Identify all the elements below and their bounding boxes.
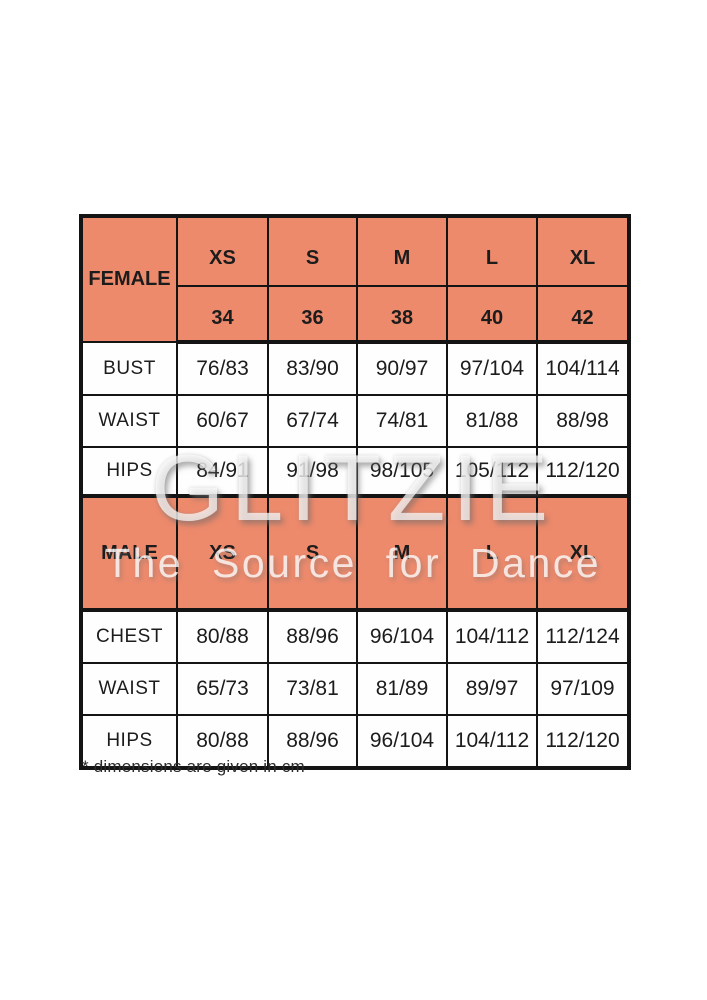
male-size-xs: XS [176,494,269,612]
female-bust-m: 90/97 [356,341,448,396]
female-hips-row: HIPS 84/91 91/98 98/105 105/112 112/120 [80,446,630,497]
male-size-xl: XL [536,494,630,612]
female-waist-xl: 88/98 [536,394,630,448]
male-hips-m: 96/104 [356,714,448,769]
female-bust-label: BUST [80,341,178,396]
female-waist-s: 67/74 [267,394,358,448]
female-waist-l: 81/88 [446,394,538,448]
male-hips-row: HIPS 80/88 88/96 96/104 104/112 112/120 [80,714,630,769]
female-hips-m: 98/105 [356,446,448,497]
dimensions-footnote: * dimensions are given in cm [82,757,305,776]
male-chest-s: 88/96 [267,609,358,664]
female-bust-xl: 104/114 [536,341,630,396]
male-waist-label: WAIST [80,662,178,716]
female-waist-row: WAIST 60/67 67/74 74/81 81/88 88/98 [80,394,630,448]
male-chest-xl: 112/124 [536,609,630,664]
female-size-m: M [356,215,448,287]
male-section-label: MALE [80,494,178,612]
male-chest-xs: 80/88 [176,609,269,664]
male-header-row: MALE XS S M L XL [80,494,630,612]
male-size-s: S [267,494,358,612]
male-size-m: M [356,494,448,612]
female-bust-xs: 76/83 [176,341,269,396]
female-waist-m: 74/81 [356,394,448,448]
female-section-label: FEMALE [80,215,178,343]
female-number-34: 34 [176,285,269,344]
female-bust-s: 83/90 [267,341,358,396]
male-waist-l: 89/97 [446,662,538,716]
female-hips-label: HIPS [80,446,178,497]
female-size-xs: XS [176,215,269,287]
female-size-letters-row: FEMALE XS S M L XL [80,215,630,343]
female-number-36: 36 [267,285,358,344]
male-chest-label: CHEST [80,609,178,664]
female-hips-xl: 112/120 [536,446,630,497]
female-size-l: L [446,215,538,287]
female-bust-row: BUST 76/83 83/90 90/97 97/104 104/114 [80,341,630,396]
female-number-42: 42 [536,285,630,344]
male-chest-m: 96/104 [356,609,448,664]
male-waist-row: WAIST 65/73 73/81 81/89 89/97 97/109 [80,662,630,716]
male-chest-l: 104/112 [446,609,538,664]
male-hips-xs: 80/88 [176,714,269,769]
female-number-40: 40 [446,285,538,344]
female-size-s: S [267,215,358,287]
female-size-xl: XL [536,215,630,287]
female-waist-xs: 60/67 [176,394,269,448]
male-waist-m: 81/89 [356,662,448,716]
male-hips-label: HIPS [80,714,178,769]
female-waist-label: WAIST [80,394,178,448]
male-waist-s: 73/81 [267,662,358,716]
size-chart: FEMALE XS S M L XL 34 36 38 40 42 BUST 7… [79,214,631,770]
male-hips-l: 104/112 [446,714,538,769]
female-hips-xs: 84/91 [176,446,269,497]
female-number-38: 38 [356,285,448,344]
female-size-numbers-row: 34 36 38 40 42 [81,285,630,344]
male-waist-xl: 97/109 [536,662,630,716]
male-chest-row: CHEST 80/88 88/96 96/104 104/112 112/124 [80,609,630,664]
male-hips-xl: 112/120 [536,714,630,769]
female-hips-l: 105/112 [446,446,538,497]
female-bust-l: 97/104 [446,341,538,396]
male-size-l: L [446,494,538,612]
size-table: FEMALE XS S M L XL 34 36 38 40 42 BUST 7… [79,214,631,770]
female-hips-s: 91/98 [267,446,358,497]
male-hips-s: 88/96 [267,714,358,769]
male-waist-xs: 65/73 [176,662,269,716]
